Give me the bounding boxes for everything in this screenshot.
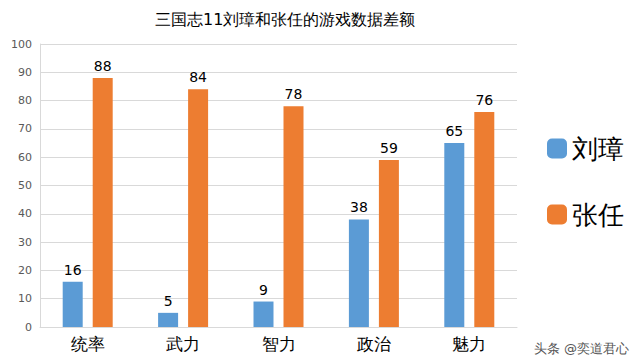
svg-text:9: 9 bbox=[259, 282, 268, 298]
svg-text:40: 40 bbox=[18, 207, 32, 220]
svg-text:90: 90 bbox=[18, 66, 32, 79]
svg-text:30: 30 bbox=[18, 236, 32, 249]
svg-text:刘璋: 刘璋 bbox=[572, 134, 624, 164]
svg-text:84: 84 bbox=[189, 69, 207, 85]
svg-text:20: 20 bbox=[18, 264, 32, 277]
svg-text:50: 50 bbox=[18, 179, 32, 192]
svg-text:武力: 武力 bbox=[166, 334, 200, 354]
svg-text:魅力: 魅力 bbox=[452, 334, 486, 354]
svg-text:张任: 张任 bbox=[572, 200, 624, 230]
svg-text:10: 10 bbox=[18, 292, 32, 305]
svg-text:头条 @奕道君心: 头条 @奕道君心 bbox=[534, 341, 629, 356]
svg-text:59: 59 bbox=[380, 140, 398, 156]
svg-text:60: 60 bbox=[18, 151, 32, 164]
svg-text:0: 0 bbox=[25, 321, 32, 334]
svg-text:16: 16 bbox=[64, 262, 82, 278]
svg-text:5: 5 bbox=[164, 293, 173, 309]
svg-text:65: 65 bbox=[445, 123, 463, 139]
svg-text:统率: 统率 bbox=[71, 334, 105, 354]
svg-text:政治: 政治 bbox=[357, 334, 391, 354]
svg-text:88: 88 bbox=[94, 58, 112, 74]
svg-text:智力: 智力 bbox=[262, 334, 296, 354]
svg-text:三国志11刘璋和张任的游戏数据差额: 三国志11刘璋和张任的游戏数据差额 bbox=[155, 10, 415, 29]
svg-text:70: 70 bbox=[18, 122, 32, 135]
svg-text:38: 38 bbox=[350, 199, 368, 215]
svg-text:78: 78 bbox=[285, 86, 303, 102]
svg-text:80: 80 bbox=[18, 94, 32, 107]
svg-text:76: 76 bbox=[475, 92, 493, 108]
svg-text:100: 100 bbox=[11, 38, 32, 51]
